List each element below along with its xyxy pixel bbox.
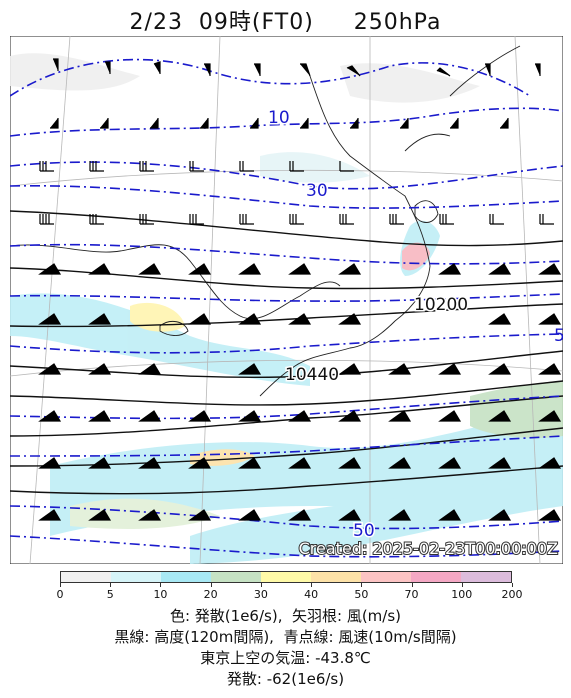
colorbar-tick-mark <box>361 583 363 587</box>
divergence-colorbar <box>60 571 512 583</box>
weather-map: 10 30 10200 10440 5 50 Created: 2025-02-… <box>10 36 563 564</box>
colorbar-tick-label: 200 <box>501 588 523 601</box>
colorbar-tick-label: 5 <box>106 588 114 601</box>
legend-line-3: 東京上空の気温: -43.8℃ <box>200 649 371 667</box>
barb-row-2 <box>50 118 509 129</box>
chart-title: 2/23 09時(FT0) 250hPa <box>129 10 442 35</box>
colorbar-tick-label: 40 <box>304 588 319 601</box>
colorbar-segment <box>361 572 411 582</box>
wind-label-50: 50 <box>353 521 375 541</box>
colorbar-tick-label: 30 <box>253 588 268 601</box>
colorbar-tick-label: 10 <box>153 588 168 601</box>
colorbar-tick-mark <box>260 583 262 587</box>
colorbar-tick-mark <box>411 583 413 587</box>
colorbar-segment <box>161 572 211 582</box>
wind-label-10: 10 <box>268 108 290 128</box>
barb-row-1 <box>53 58 541 77</box>
colorbar-segment <box>461 572 511 582</box>
barb-rows-strong <box>39 161 554 225</box>
colorbar-tick-mark <box>311 583 313 587</box>
height-label-10440: 10440 <box>285 365 339 385</box>
colorbar-tick-label: 100 <box>451 588 473 601</box>
colorbar-segment <box>261 572 311 582</box>
colorbar-tick-mark <box>512 583 513 587</box>
wind-barbs <box>38 58 562 521</box>
colorbar-segment <box>61 572 111 582</box>
height-label-10200: 10200 <box>414 295 468 315</box>
colorbar-segment <box>311 572 361 582</box>
colorbar-tick-mark <box>160 583 162 587</box>
legend-line-1: 色: 発散(1e6/s), 矢羽根: 風(m/s) <box>169 607 402 625</box>
wind-label-5: 5 <box>554 326 563 346</box>
colorbar-segment <box>211 572 261 582</box>
colorbar-segment <box>111 572 161 582</box>
colorbar-tick-label: 0 <box>56 588 64 601</box>
barb-pennants <box>38 263 562 521</box>
colorbar-tick-mark <box>210 583 212 587</box>
colorbar-tick-label: 20 <box>203 588 218 601</box>
colorbar-tick-mark <box>110 583 112 587</box>
created-timestamp: Created: 2025-02-23T00:00:00Z <box>299 539 558 558</box>
colorbar-tick-mark <box>60 583 61 587</box>
colorbar-tick-label: 50 <box>354 588 369 601</box>
colorbar-tickmarks <box>60 583 513 587</box>
colorbar-ticks: 0 5 10 20 30 40 50 70 100 200 <box>56 588 523 602</box>
colorbar-segment <box>411 572 461 582</box>
wind-label-30: 30 <box>306 181 328 201</box>
divergence-shading <box>10 53 563 564</box>
coastline <box>10 45 521 397</box>
colorbar-tick-mark <box>461 583 463 587</box>
legend-line-4: 発散: -62(1e6/s) <box>226 670 345 688</box>
colorbar-tick-label: 70 <box>404 588 419 601</box>
legend-line-2: 黒線: 高度(120m間隔), 青点線: 風速(10m/s間隔) <box>114 628 457 646</box>
